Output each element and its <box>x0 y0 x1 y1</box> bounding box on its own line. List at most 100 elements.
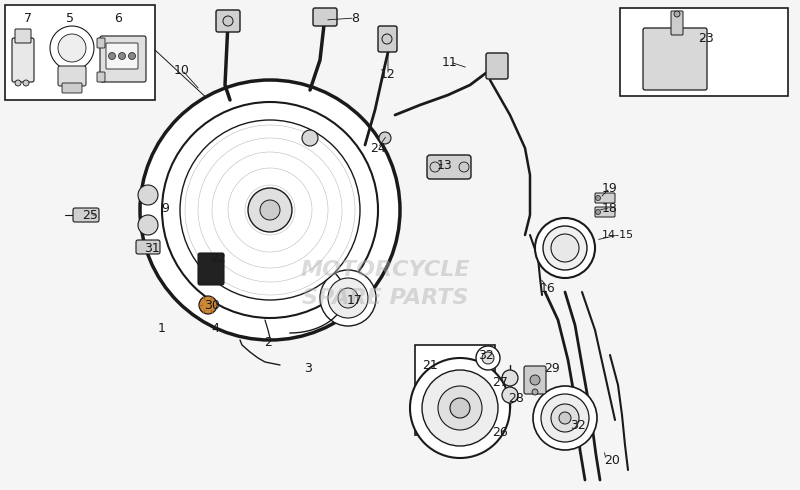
Circle shape <box>430 162 440 172</box>
Text: 6: 6 <box>114 11 122 24</box>
Circle shape <box>118 52 126 59</box>
Circle shape <box>543 226 587 270</box>
FancyBboxPatch shape <box>595 207 615 217</box>
Text: MOTORCYCLE: MOTORCYCLE <box>300 260 470 280</box>
FancyBboxPatch shape <box>100 36 146 82</box>
Circle shape <box>595 196 601 200</box>
Circle shape <box>595 210 601 215</box>
FancyBboxPatch shape <box>97 38 105 48</box>
Text: 5: 5 <box>66 11 74 24</box>
Circle shape <box>530 375 540 385</box>
Text: 13: 13 <box>437 158 453 172</box>
Circle shape <box>199 296 217 314</box>
Text: 32: 32 <box>478 348 494 362</box>
Text: 32: 32 <box>570 418 586 432</box>
Text: 30: 30 <box>204 298 220 312</box>
Circle shape <box>422 370 498 446</box>
Circle shape <box>140 80 400 340</box>
Circle shape <box>23 80 29 86</box>
Circle shape <box>302 130 318 146</box>
Circle shape <box>260 200 280 220</box>
FancyBboxPatch shape <box>106 43 138 69</box>
Text: 3: 3 <box>304 362 312 374</box>
Text: 25: 25 <box>82 209 98 221</box>
Circle shape <box>476 346 500 370</box>
Circle shape <box>541 394 589 442</box>
Circle shape <box>320 270 376 326</box>
Text: 28: 28 <box>508 392 524 405</box>
Text: 31: 31 <box>144 242 160 254</box>
Circle shape <box>138 215 158 235</box>
Text: 19: 19 <box>602 181 618 195</box>
Circle shape <box>533 386 597 450</box>
Text: 22: 22 <box>210 251 226 265</box>
Circle shape <box>535 218 595 278</box>
Text: 7: 7 <box>24 11 32 24</box>
Text: 2: 2 <box>264 336 272 348</box>
Circle shape <box>410 358 510 458</box>
FancyBboxPatch shape <box>524 366 546 394</box>
Text: 21: 21 <box>422 359 438 371</box>
FancyBboxPatch shape <box>486 53 508 79</box>
Circle shape <box>180 120 360 300</box>
Circle shape <box>459 162 469 172</box>
Circle shape <box>58 34 86 62</box>
Text: SPARE PARTS: SPARE PARTS <box>302 288 468 308</box>
Circle shape <box>338 288 358 308</box>
Circle shape <box>50 26 94 70</box>
Text: 1: 1 <box>158 321 166 335</box>
Circle shape <box>559 412 571 424</box>
FancyBboxPatch shape <box>73 208 99 222</box>
FancyBboxPatch shape <box>58 66 86 86</box>
FancyBboxPatch shape <box>313 8 337 26</box>
Circle shape <box>129 52 135 59</box>
Text: 10: 10 <box>174 64 190 76</box>
Circle shape <box>551 404 579 432</box>
Circle shape <box>674 11 680 17</box>
Circle shape <box>438 386 482 430</box>
Circle shape <box>379 132 391 144</box>
Text: 24: 24 <box>370 142 386 154</box>
Circle shape <box>502 387 518 403</box>
Text: 8: 8 <box>351 11 359 24</box>
Text: 27: 27 <box>492 375 508 389</box>
FancyBboxPatch shape <box>15 29 31 43</box>
FancyBboxPatch shape <box>427 155 471 179</box>
Text: 16: 16 <box>540 281 556 294</box>
Circle shape <box>162 102 378 318</box>
Text: 20: 20 <box>604 454 620 466</box>
Text: 12: 12 <box>380 69 396 81</box>
Circle shape <box>532 389 538 395</box>
Bar <box>415 345 495 435</box>
FancyBboxPatch shape <box>671 11 683 35</box>
Text: 17: 17 <box>347 294 363 307</box>
Circle shape <box>450 398 470 418</box>
Circle shape <box>248 188 292 232</box>
Bar <box>620 8 788 96</box>
FancyBboxPatch shape <box>62 83 82 93</box>
FancyBboxPatch shape <box>216 10 240 32</box>
Circle shape <box>138 185 158 205</box>
Text: 14-15: 14-15 <box>602 230 634 240</box>
Text: 4: 4 <box>211 321 219 335</box>
Circle shape <box>328 278 368 318</box>
Circle shape <box>15 80 21 86</box>
Text: 18: 18 <box>602 201 618 215</box>
Circle shape <box>502 370 518 386</box>
Text: 26: 26 <box>492 425 508 439</box>
Text: 29: 29 <box>544 362 560 374</box>
Text: 9: 9 <box>161 201 169 215</box>
Text: 11: 11 <box>442 55 458 69</box>
Circle shape <box>109 52 115 59</box>
Text: 23: 23 <box>698 31 714 45</box>
FancyBboxPatch shape <box>378 26 397 52</box>
Circle shape <box>223 16 233 26</box>
Circle shape <box>382 34 392 44</box>
Circle shape <box>482 352 494 364</box>
FancyBboxPatch shape <box>643 28 707 90</box>
FancyBboxPatch shape <box>12 38 34 82</box>
FancyBboxPatch shape <box>595 193 615 203</box>
Circle shape <box>551 234 579 262</box>
Bar <box>5 5 155 100</box>
FancyBboxPatch shape <box>198 253 224 285</box>
